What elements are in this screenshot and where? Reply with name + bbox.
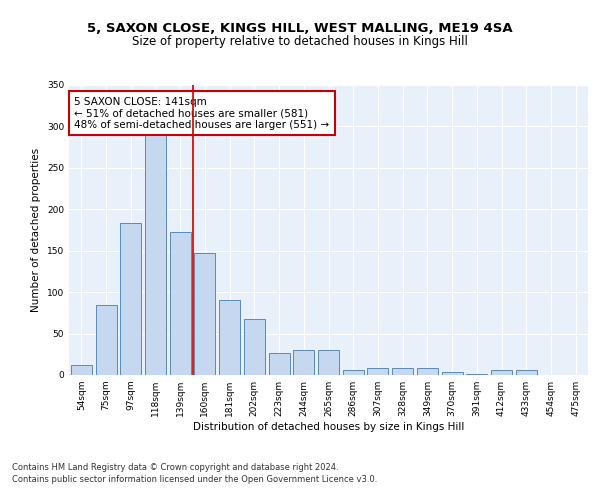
Bar	[244, 320, 265, 375]
Bar	[516, 370, 537, 375]
Text: Contains public sector information licensed under the Open Government Licence v3: Contains public sector information licen…	[12, 475, 377, 484]
Y-axis label: Number of detached properties: Number of detached properties	[31, 148, 41, 312]
Text: 5 SAXON CLOSE: 141sqm
← 51% of detached houses are smaller (581)
48% of semi-det: 5 SAXON CLOSE: 141sqm ← 51% of detached …	[74, 96, 329, 130]
Bar	[442, 372, 463, 375]
Bar	[219, 300, 240, 375]
Text: 5, SAXON CLOSE, KINGS HILL, WEST MALLING, ME19 4SA: 5, SAXON CLOSE, KINGS HILL, WEST MALLING…	[87, 22, 513, 36]
Bar	[120, 222, 141, 375]
Bar	[343, 370, 364, 375]
Text: Contains HM Land Registry data © Crown copyright and database right 2024.: Contains HM Land Registry data © Crown c…	[12, 462, 338, 471]
Text: Size of property relative to detached houses in Kings Hill: Size of property relative to detached ho…	[132, 35, 468, 48]
Bar	[170, 232, 191, 375]
Bar	[293, 350, 314, 375]
Bar	[367, 368, 388, 375]
Bar	[145, 134, 166, 375]
X-axis label: Distribution of detached houses by size in Kings Hill: Distribution of detached houses by size …	[193, 422, 464, 432]
Bar	[71, 365, 92, 375]
Bar	[392, 368, 413, 375]
Bar	[491, 370, 512, 375]
Bar	[95, 304, 116, 375]
Bar	[466, 374, 487, 375]
Bar	[318, 350, 339, 375]
Bar	[269, 354, 290, 375]
Bar	[194, 253, 215, 375]
Bar	[417, 368, 438, 375]
